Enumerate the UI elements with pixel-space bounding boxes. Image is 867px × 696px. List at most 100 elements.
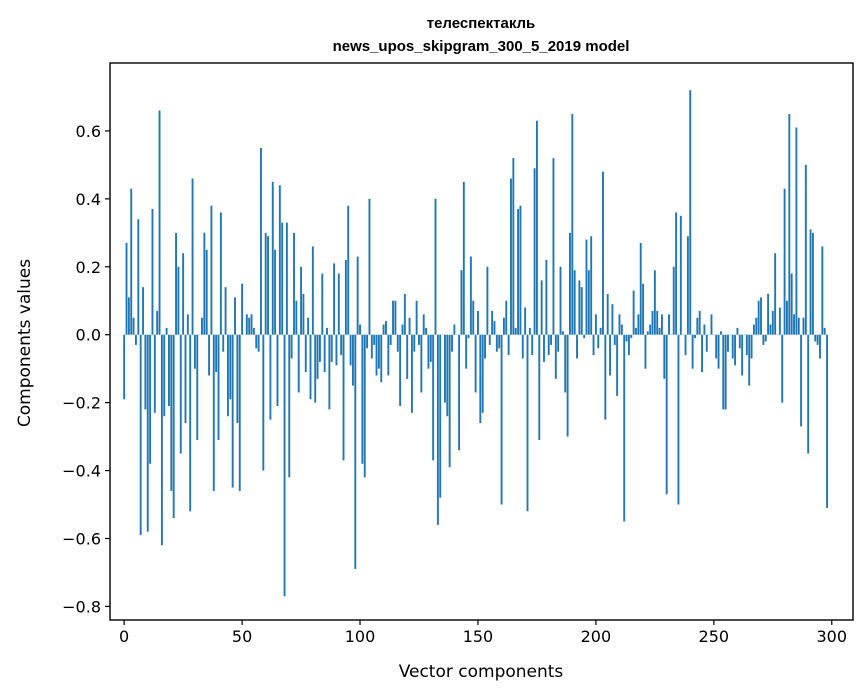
bar [540, 280, 543, 335]
bar [335, 334, 338, 366]
bar [528, 327, 531, 335]
x-tick-label: 150 [463, 627, 494, 646]
bar [340, 334, 343, 356]
bar [505, 300, 508, 335]
bar [144, 334, 147, 410]
bar [665, 334, 668, 495]
bar [420, 334, 423, 393]
bar [285, 222, 288, 335]
bar [498, 334, 501, 349]
bar [564, 334, 567, 393]
bar [571, 113, 574, 335]
chart-title: телеспектакль [427, 15, 536, 32]
bar [557, 334, 560, 352]
bar [543, 334, 545, 362]
bar [224, 287, 227, 335]
bar [620, 324, 623, 335]
bar [262, 334, 265, 471]
bar [182, 253, 185, 335]
bar [307, 317, 310, 335]
bar [302, 293, 305, 335]
bar [672, 266, 675, 335]
bar [434, 198, 437, 335]
bar [132, 317, 135, 335]
bar [731, 334, 734, 359]
bar [661, 314, 663, 335]
bar [679, 215, 682, 335]
bar [153, 334, 156, 413]
bar [389, 334, 392, 345]
bar [590, 236, 593, 335]
bar [691, 334, 694, 369]
bar [585, 239, 588, 335]
bar [177, 266, 180, 335]
bar [545, 259, 548, 335]
x-axis-ticks: 0 50 100 150 200 250 300 [119, 620, 847, 646]
chart-subtitle: news_upos_skipgram_300_5_2019 model [333, 38, 630, 55]
bar [323, 334, 326, 373]
bar [135, 334, 137, 345]
bar [354, 334, 357, 570]
bar [330, 334, 333, 362]
bar [399, 334, 402, 407]
bar [149, 334, 152, 464]
bar [458, 334, 461, 451]
bar [686, 236, 689, 335]
bar [368, 198, 371, 335]
bar [576, 334, 578, 359]
bar [396, 334, 399, 352]
bar [597, 334, 600, 349]
bar [797, 317, 800, 335]
bar [215, 334, 218, 373]
bar [795, 127, 798, 335]
bar [484, 334, 486, 359]
bar [158, 110, 161, 335]
bar [175, 232, 177, 335]
bar [625, 334, 628, 342]
bar [552, 158, 555, 335]
bar [561, 331, 564, 335]
bar [698, 310, 701, 335]
bar [267, 236, 269, 335]
bar [427, 334, 430, 369]
x-tick-label: 100 [345, 627, 376, 646]
bar [309, 334, 312, 400]
bar [668, 314, 670, 335]
bar [127, 297, 130, 335]
bar [701, 334, 703, 373]
bar [432, 334, 435, 461]
bar [786, 300, 788, 335]
bar [422, 314, 425, 335]
bar [696, 317, 699, 335]
bar [469, 256, 472, 335]
bar [592, 334, 595, 356]
bar [406, 334, 409, 379]
bar [604, 334, 607, 420]
bar [250, 314, 253, 335]
bar [717, 334, 720, 369]
bar [771, 310, 774, 335]
bar [186, 314, 189, 335]
plot-frame [109, 62, 854, 621]
bar [212, 334, 215, 491]
bar [203, 232, 206, 335]
x-axis-label: Vector components [399, 662, 564, 682]
bar [413, 334, 416, 352]
bar [783, 188, 786, 335]
bar [236, 334, 239, 424]
bar [314, 334, 317, 403]
bar [328, 334, 331, 410]
y-tick-label: −0.4 [62, 462, 101, 481]
bar [205, 249, 208, 335]
bar [507, 334, 510, 356]
bar [594, 314, 597, 335]
bar [373, 334, 376, 345]
bar [283, 334, 286, 597]
bar [462, 181, 465, 335]
bar [741, 334, 744, 376]
bar [583, 334, 586, 339]
bar [448, 334, 451, 468]
bar [602, 171, 604, 335]
bar [451, 334, 453, 352]
bar [788, 113, 791, 335]
